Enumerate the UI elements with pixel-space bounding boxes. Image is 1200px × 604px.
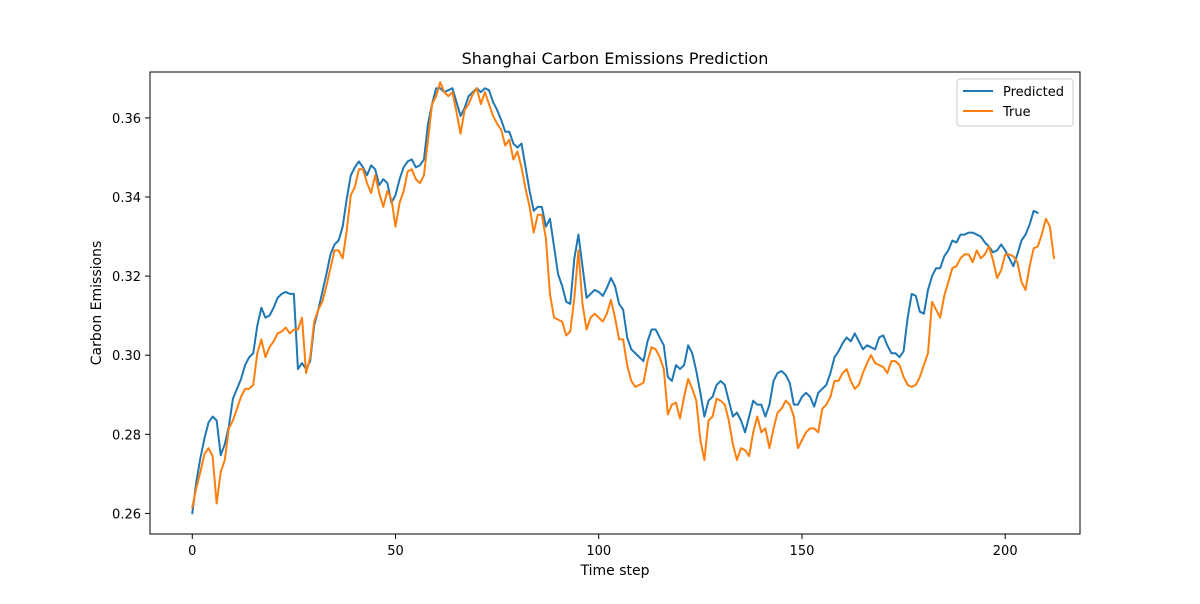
plot-frame: [149, 71, 1081, 535]
y-tick-label: 0.26: [112, 507, 141, 522]
x-tick-label: 50: [387, 544, 404, 559]
y-tick-label: 0.36: [112, 112, 141, 127]
x-axis-label: Time step: [580, 563, 650, 579]
legend-label-true: True: [1002, 105, 1031, 120]
y-axis-label: Carbon Emissions: [89, 241, 105, 365]
x-tick-label: 0: [188, 544, 196, 559]
legend: Predicted True: [956, 78, 1074, 127]
y-tick-label: 0.30: [112, 349, 141, 364]
series-line-true: [191, 81, 1055, 509]
y-tick-label: 0.28: [112, 428, 141, 443]
x-tick-label: 150: [790, 544, 815, 559]
series-line-predicted: [191, 87, 1039, 515]
x-tick-label: 200: [993, 544, 1018, 559]
y-tick-label: 0.34: [112, 191, 141, 206]
legend-label-predicted: Predicted: [1003, 85, 1064, 100]
y-tick-label: 0.32: [112, 270, 141, 285]
y-axis: 0.26 0.28 0.30 0.32 0.34 0.36: [112, 112, 150, 522]
x-tick-label: 100: [586, 544, 611, 559]
x-axis: 0 50 100 150 200: [188, 534, 1018, 559]
plot-area: [191, 81, 1055, 515]
chart-title: Shanghai Carbon Emissions Prediction: [462, 49, 769, 68]
